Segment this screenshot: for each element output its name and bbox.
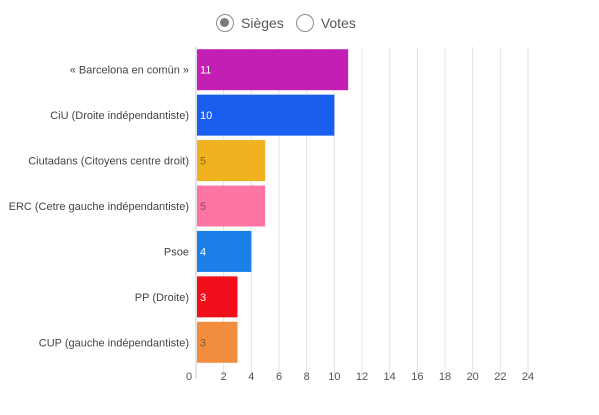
x-tick-label-4: 4 — [248, 371, 254, 383]
bar-1 — [197, 94, 335, 136]
option-sieges[interactable]: Sièges — [216, 14, 284, 32]
x-tick-label-20: 20 — [467, 371, 479, 383]
x-tick-label-16: 16 — [411, 371, 423, 383]
bar-2 — [197, 140, 266, 182]
x-tick-label-6: 6 — [276, 371, 282, 383]
category-label-5: PP (Droite) — [135, 292, 189, 304]
category-label-0: « Barcelona en comùn » — [70, 65, 189, 77]
option-sieges-label: Sièges — [241, 15, 284, 31]
bar-6 — [197, 321, 238, 363]
bar-5 — [197, 276, 238, 318]
x-tick-label-0: 0 — [186, 371, 192, 383]
radio-sieges-icon[interactable] — [216, 14, 234, 32]
bar-value-label-1: 10 — [200, 110, 212, 122]
x-tick-label-18: 18 — [439, 371, 451, 383]
bar-value-label-0: 11 — [200, 65, 211, 77]
seats-votes-toggle: Sièges Votes — [216, 10, 356, 36]
category-label-2: Ciutadans (Citoyens centre droit) — [28, 156, 189, 168]
x-tick-label-10: 10 — [328, 371, 340, 383]
category-label-4: Psoe — [164, 246, 189, 258]
radio-votes-icon[interactable] — [295, 14, 314, 32]
bar-3 — [197, 185, 266, 227]
option-votes[interactable]: Votes — [295, 14, 356, 32]
x-tick-label-2: 2 — [221, 371, 227, 383]
category-label-1: CiU (Droite indépendantiste) — [50, 110, 189, 122]
x-tick-label-14: 14 — [384, 371, 396, 383]
bar-4 — [197, 230, 252, 272]
option-votes-label: Votes — [320, 15, 356, 31]
bar-value-label-2: 5 — [200, 156, 206, 168]
bar-0 — [197, 49, 349, 91]
x-tick-label-12: 12 — [356, 371, 368, 383]
bar-value-label-5: 3 — [200, 292, 206, 304]
x-tick-label-24: 24 — [522, 371, 534, 383]
bar-value-label-6: 3 — [200, 337, 206, 349]
category-label-3: ERC (Cetre gauche indépendantiste) — [9, 201, 189, 213]
category-label-6: CUP (gauche indépendantiste) — [39, 337, 189, 349]
bar-value-label-3: 5 — [200, 201, 206, 213]
x-tick-label-22: 22 — [494, 371, 506, 383]
bar-value-label-4: 4 — [200, 246, 206, 258]
x-tick-label-8: 8 — [304, 371, 310, 383]
